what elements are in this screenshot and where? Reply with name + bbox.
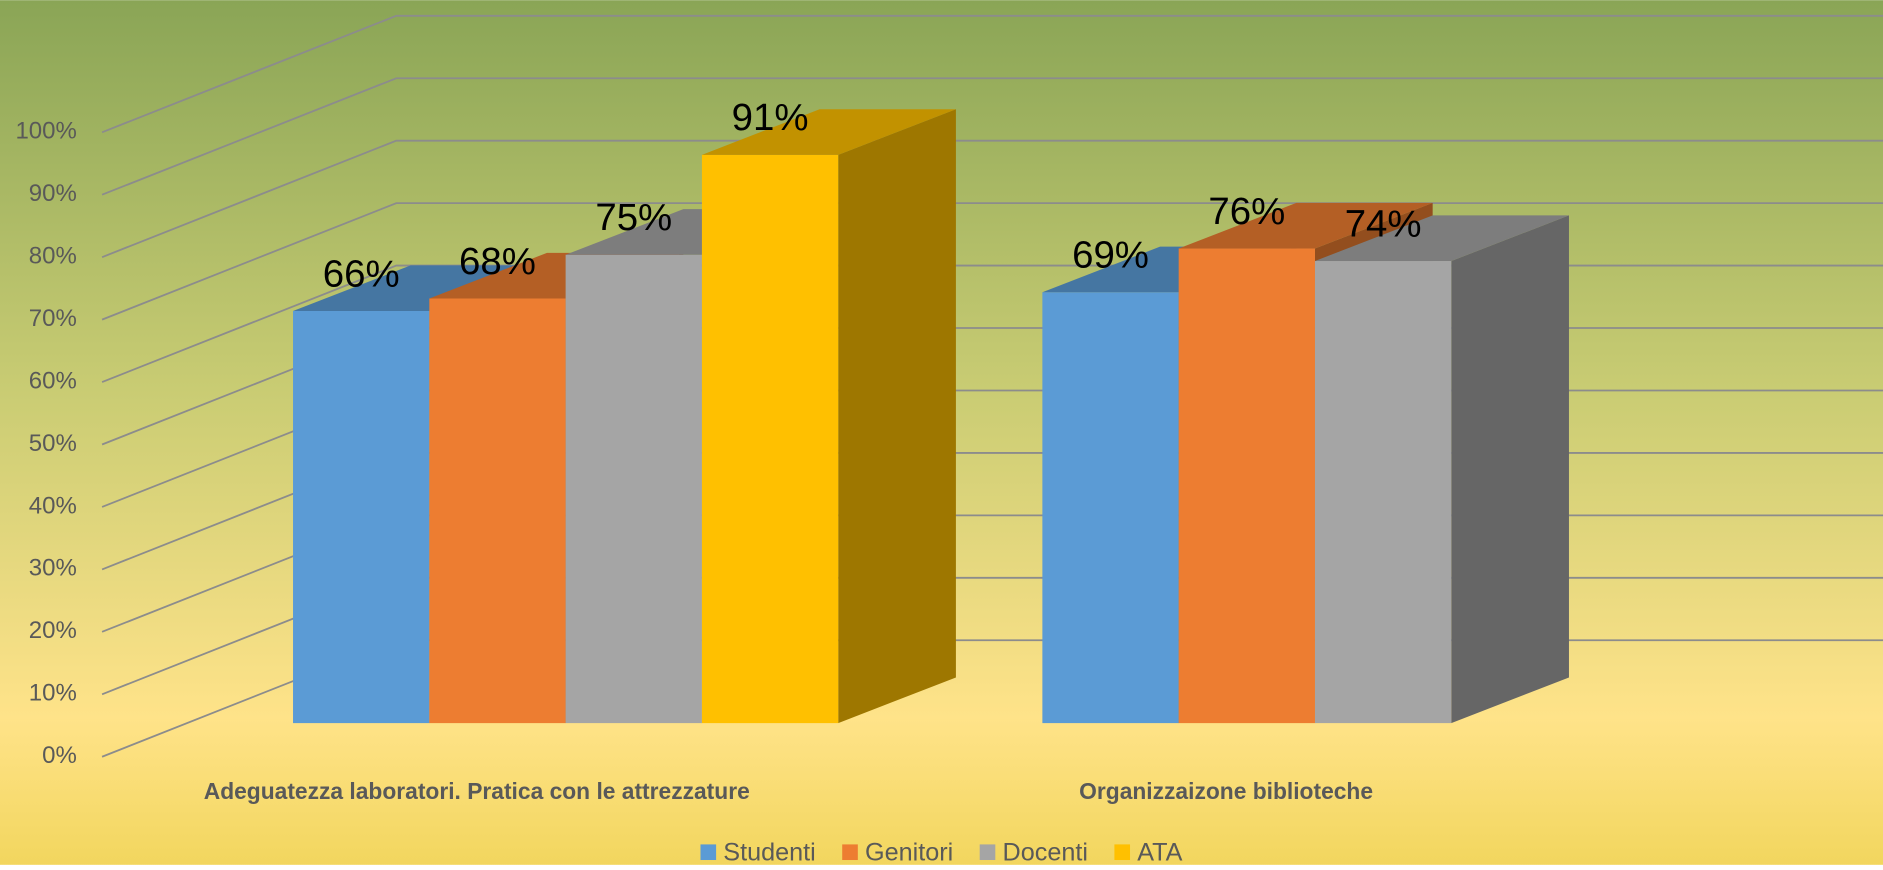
grid-line [101,77,1883,196]
bar-top [701,109,956,155]
y-tick-label: 40% [29,492,77,519]
bar [701,154,839,724]
legend-swatch [1114,844,1131,861]
bar-top [1314,215,1569,262]
bar-top [1178,202,1433,249]
grid-line [101,14,1883,134]
bar [429,298,566,724]
y-tick-label: 50% [29,430,77,457]
y-tick-label: 90% [29,180,77,207]
bar [1178,248,1315,724]
bar-side [838,109,956,724]
data-label: 69% [1072,234,1149,277]
data-label: 66% [323,252,400,295]
legend-swatch [842,844,858,861]
y-tick-label: 20% [29,617,77,644]
y-tick-label: 100% [15,118,76,145]
y-tick-label: 0% [42,742,77,769]
data-label: 68% [459,240,536,283]
data-label: 75% [595,196,672,239]
legend-label: Genitori [865,839,953,865]
legend-swatch [979,844,996,861]
bar-side [1451,215,1569,724]
legend-label: ATA [1137,839,1182,865]
legend-label: Studenti [723,839,815,865]
x-tick-label: Organizzaizone biblioteche [1079,778,1373,804]
legend-label: Docenti [1003,839,1088,865]
y-tick-label: 70% [29,305,77,332]
data-label: 91% [732,96,809,139]
data-label: 74% [1345,202,1422,245]
bar [565,254,702,724]
y-tick-label: 30% [29,555,77,582]
y-tick-label: 80% [29,243,77,270]
data-label: 76% [1208,190,1285,233]
bar-top [293,265,548,311]
bar [1314,261,1452,724]
bar [293,310,430,724]
x-tick-label: Adeguatezza laboratori. Pratica con le a… [204,778,750,804]
y-tick-label: 60% [29,367,77,394]
grid-line [101,139,1883,259]
legend-swatch [700,844,717,861]
bar [1042,292,1179,724]
y-tick-label: 10% [29,680,77,707]
